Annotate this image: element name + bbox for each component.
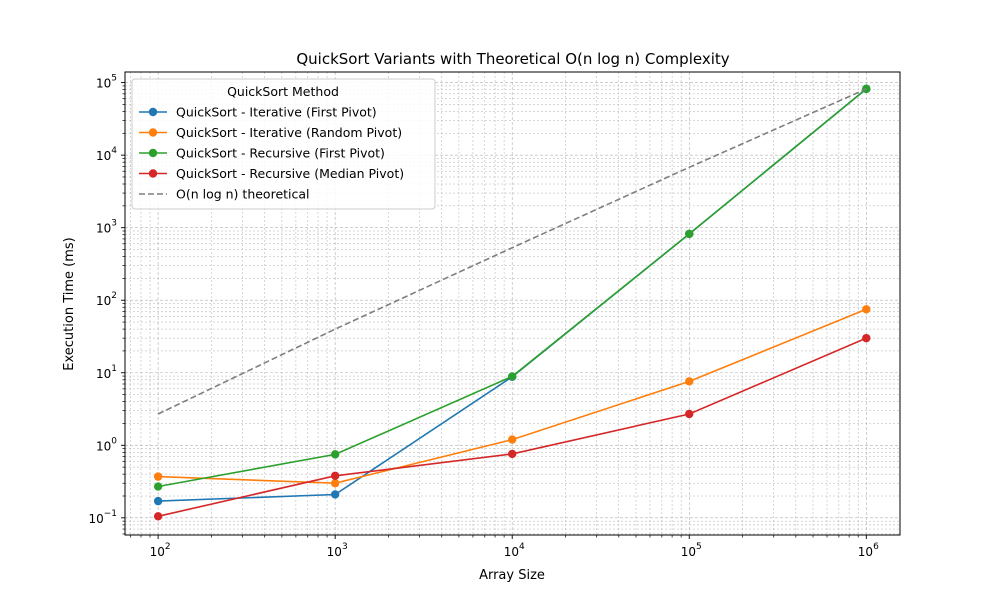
series-point-0 [153, 496, 163, 506]
x-tick-label: 102 [150, 542, 171, 559]
legend-title: QuickSort Method [227, 84, 339, 99]
series-point-1 [330, 479, 340, 488]
y-tick-label: 104 [96, 146, 117, 163]
series-point-1 [153, 472, 163, 481]
series-point-1 [685, 377, 694, 386]
series-point-2 [508, 372, 517, 381]
x-tick-label: 104 [504, 542, 525, 559]
series-point-3 [508, 449, 517, 459]
series-point-1 [862, 305, 871, 314]
series-point-2 [685, 229, 694, 239]
legend-entry-label: QuickSort - Recursive (First Pivot) [176, 146, 385, 161]
legend-swatch-marker [148, 128, 158, 137]
legend-entry-label: QuickSort - Iterative (Random Pivot) [176, 125, 402, 140]
series-point-3 [685, 409, 694, 419]
series-point-2 [862, 84, 871, 94]
legend: QuickSort Method QuickSort - Iterative (… [131, 78, 436, 210]
legend-box [131, 78, 436, 210]
y-tick-label: 103 [96, 219, 117, 236]
series-point-3 [330, 471, 340, 480]
legend-items: QuickSort - Iterative (First Pivot) Quick… [139, 105, 404, 202]
y-tick-label: 101 [96, 364, 117, 381]
x-axis: 102 103 104 105 106 [130, 535, 879, 559]
series-point-2 [153, 482, 163, 491]
y-tick-label: 100 [96, 436, 117, 453]
y-axis: 10−1 100 101 102 103 104 105 [88, 74, 125, 535]
series-point-3 [153, 512, 163, 521]
chart-title: QuickSort Variants with Theoretical O(n … [296, 50, 729, 68]
legend-swatch-marker [148, 148, 158, 158]
legend-entry-label: QuickSort - Iterative (First Pivot) [176, 105, 377, 120]
series-point-3 [862, 333, 871, 343]
y-tick-label: 105 [96, 74, 117, 91]
series-layer [153, 84, 871, 521]
legend-entry-label: QuickSort - Recursive (Median Pivot) [176, 166, 404, 181]
legend-swatch-marker [148, 169, 158, 178]
legend-swatch-marker [148, 107, 158, 117]
series-line-4 [157, 88, 867, 415]
x-tick-label: 106 [858, 542, 879, 559]
y-tick-label: 102 [96, 291, 117, 308]
x-tick-label: 105 [681, 542, 702, 559]
x-axis-label: Array Size [479, 568, 545, 583]
y-tick-label: 10−1 [88, 509, 117, 526]
x-tick-label: 103 [327, 542, 348, 559]
y-axis-label: Execution Time (ms) [62, 237, 77, 370]
series-point-1 [508, 435, 517, 444]
series-point-2 [330, 450, 340, 459]
series-point-0 [330, 490, 340, 499]
legend-entry-label: O(n log n) theoretical [176, 187, 310, 202]
